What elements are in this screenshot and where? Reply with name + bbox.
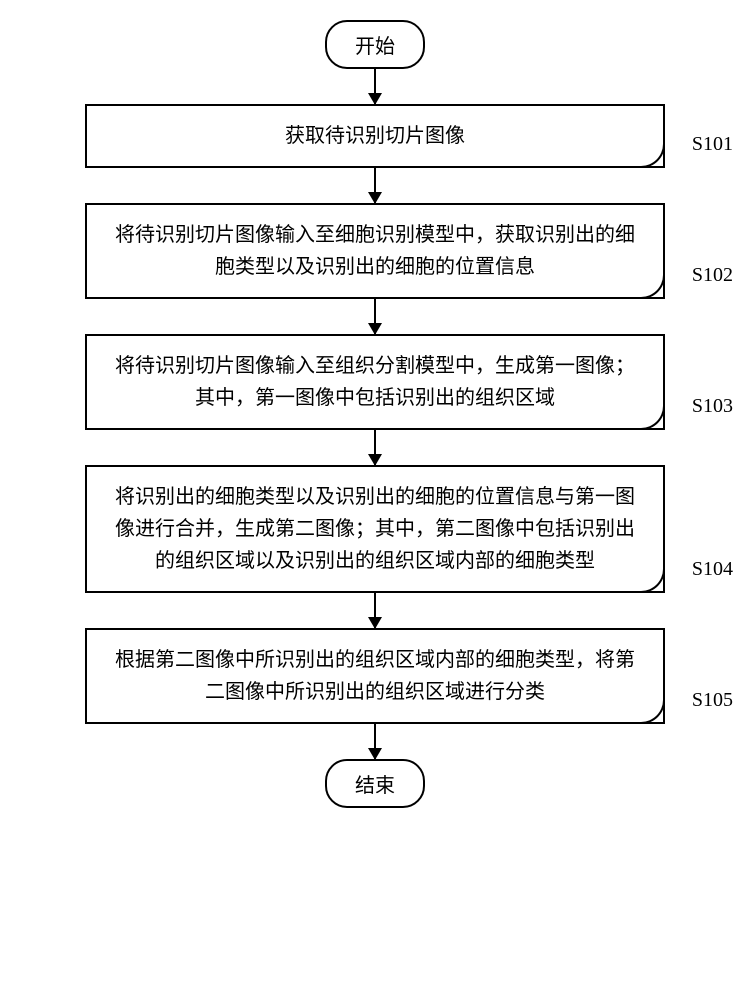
- step-id: S103: [692, 390, 733, 422]
- process-step-2: 将待识别切片图像输入至细胞识别模型中，获取识别出的细胞类型以及识别出的细胞的位置…: [85, 203, 665, 299]
- process-step-5: 根据第二图像中所识别出的组织区域内部的细胞类型，将第二图像中所识别出的组织区域进…: [85, 628, 665, 724]
- start-label: 开始: [355, 36, 395, 58]
- end-terminal: 结束: [325, 759, 425, 808]
- end-label: 结束: [355, 775, 395, 797]
- step-id: S102: [692, 259, 733, 291]
- corner-notch: [641, 569, 665, 593]
- corner-notch: [641, 275, 665, 299]
- step-text: 根据第二图像中所识别出的组织区域内部的细胞类型，将第二图像中所识别出的组织区域进…: [115, 649, 635, 703]
- step-id: S104: [692, 553, 733, 585]
- arrow: [374, 430, 376, 465]
- corner-notch: [641, 700, 665, 724]
- process-step-1: 获取待识别切片图像 S101: [85, 104, 665, 168]
- start-terminal: 开始: [325, 20, 425, 69]
- flowchart-container: 开始 获取待识别切片图像 S101 将待识别切片图像输入至细胞识别模型中，获取识…: [0, 20, 750, 808]
- arrow: [374, 69, 376, 104]
- arrow: [374, 299, 376, 334]
- corner-notch: [641, 144, 665, 168]
- arrow: [374, 724, 376, 759]
- step-text: 将待识别切片图像输入至组织分割模型中，生成第一图像；其中，第一图像中包括识别出的…: [115, 355, 635, 409]
- step-id: S105: [692, 684, 733, 716]
- step-text: 将识别出的细胞类型以及识别出的细胞的位置信息与第一图像进行合并，生成第二图像；其…: [115, 486, 635, 572]
- step-text: 将待识别切片图像输入至细胞识别模型中，获取识别出的细胞类型以及识别出的细胞的位置…: [115, 224, 635, 278]
- arrow: [374, 168, 376, 203]
- process-step-3: 将待识别切片图像输入至组织分割模型中，生成第一图像；其中，第一图像中包括识别出的…: [85, 334, 665, 430]
- step-id: S101: [692, 128, 733, 160]
- step-text: 获取待识别切片图像: [285, 125, 465, 147]
- arrow: [374, 593, 376, 628]
- corner-notch: [641, 406, 665, 430]
- process-step-4: 将识别出的细胞类型以及识别出的细胞的位置信息与第一图像进行合并，生成第二图像；其…: [85, 465, 665, 593]
